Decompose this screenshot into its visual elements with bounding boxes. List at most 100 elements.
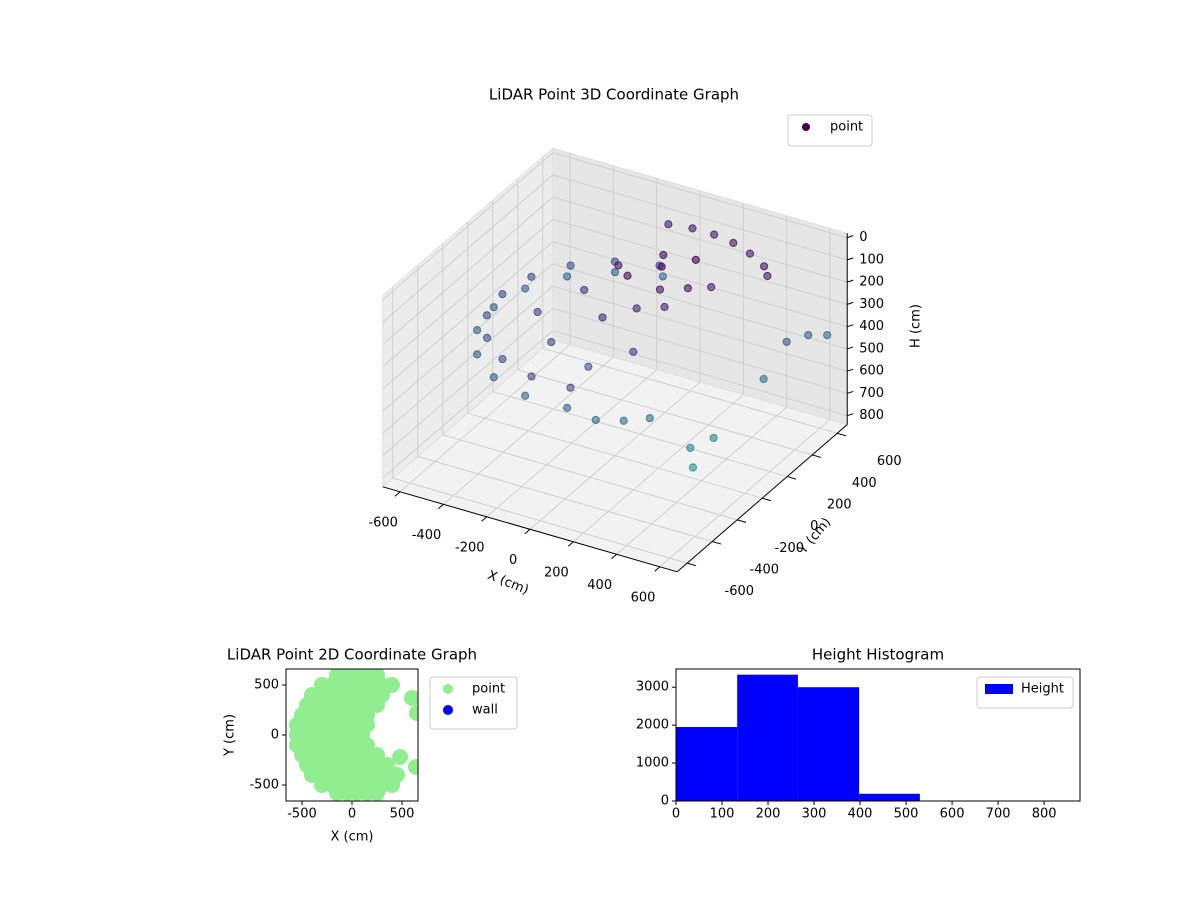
y-tick [762,497,772,502]
histogram-bar [859,793,920,801]
grid-line [517,369,813,456]
grid-line [542,347,838,434]
x-tick-label: 800 [1032,807,1057,822]
data-point [709,433,718,443]
data-point [782,337,791,346]
legend-box [787,114,873,147]
y-tick-label: 200 [827,497,852,512]
data-point [527,272,536,281]
x-axis-label: X (cm) [331,830,374,845]
data-point [404,690,418,706]
x-axis-label: X (cm) [485,568,530,598]
data-point [688,463,698,472]
x-tick-label: 0 [672,807,680,822]
data-point [498,354,507,364]
data-point [527,372,536,381]
y-tick-label: -500 [249,778,279,793]
y-axis-line [676,424,848,573]
data-point [580,285,589,295]
z-tick [847,235,854,239]
grid-line [552,196,848,283]
x-tick-label: -600 [368,515,398,530]
data-point [591,415,600,425]
y-tick-label: -200 [775,541,805,556]
data-point [384,677,400,693]
grid-line [552,263,848,350]
x-tick-label: 700 [986,807,1011,822]
z-tick-label: 100 [859,252,884,267]
legend-marker [443,684,453,694]
legend-marker [985,684,1013,694]
z-tick-label: 0 [859,230,867,245]
data-point [408,759,418,775]
histogram-bar [797,687,860,801]
x-tick [481,516,488,522]
data-point [632,304,641,313]
x-tick-label: 600 [631,590,656,605]
x-tick [394,491,401,497]
data-point [610,268,620,277]
grid-line [382,330,554,479]
data-point [473,350,482,359]
y-tick [737,519,747,523]
data-point [645,414,654,423]
plot-area [676,674,920,801]
grid-line [492,391,788,478]
y-tick-label: 0 [271,728,279,743]
data-point [563,272,572,281]
x-tick-label: 500 [390,807,415,822]
data-point [759,374,768,384]
data-point [598,313,607,322]
data-point [686,443,695,452]
data-point [657,262,666,271]
y-tick [787,476,797,480]
legend-label: Height [1021,682,1064,697]
legend-label: point [830,120,863,135]
data-point [658,272,667,281]
y-tick-label: 600 [877,454,902,469]
chart-title: LiDAR Point 3D Coordinate Graph [489,86,739,104]
data-point [489,373,498,382]
x-tick-label: 400 [848,807,873,822]
data-point [521,284,530,293]
z-tick [847,257,854,261]
data-point [584,362,593,371]
x-tick-label: 300 [802,807,827,822]
x-tick-label: 100 [710,807,735,822]
x-tick [567,541,574,547]
z-tick [847,413,854,417]
chart-title: Height Histogram [812,646,944,664]
data-point [710,230,719,239]
data-point [533,307,542,317]
grid-line [382,174,554,323]
data-point [804,331,813,340]
y-tick-label: 2000 [636,718,669,733]
histogram-bar [737,674,798,801]
data-point [392,749,408,765]
data-point [745,249,755,258]
data-point [683,284,692,293]
x-tick-label: 0 [348,807,356,822]
x-tick [437,503,444,510]
y-tick-label: 0 [661,794,669,809]
data-point [729,238,738,248]
data-point [664,220,673,229]
z-tick [847,324,854,328]
x-tick [611,553,617,560]
y-tick-label: 400 [852,476,877,491]
data-point [660,302,669,312]
x-tick-label: 200 [756,807,781,822]
grid-line [552,285,848,372]
grid-line [552,152,848,239]
x-tick [654,566,661,572]
grid-line [552,307,848,394]
z-tick-label: 200 [859,275,884,290]
y-tick-label: 3000 [636,680,669,695]
x-tick-label: -400 [412,528,442,543]
y-tick-label: -400 [750,562,780,577]
x-tick-label: 0 [509,553,517,568]
grid-line [552,330,848,417]
data-point [619,416,628,425]
